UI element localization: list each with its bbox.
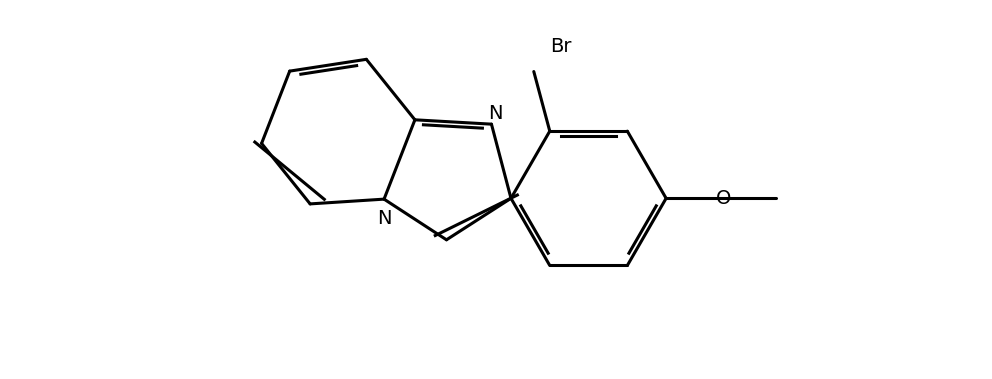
Text: O: O (715, 189, 731, 208)
Text: N: N (377, 209, 391, 228)
Text: Br: Br (550, 37, 571, 56)
Text: N: N (488, 104, 502, 123)
